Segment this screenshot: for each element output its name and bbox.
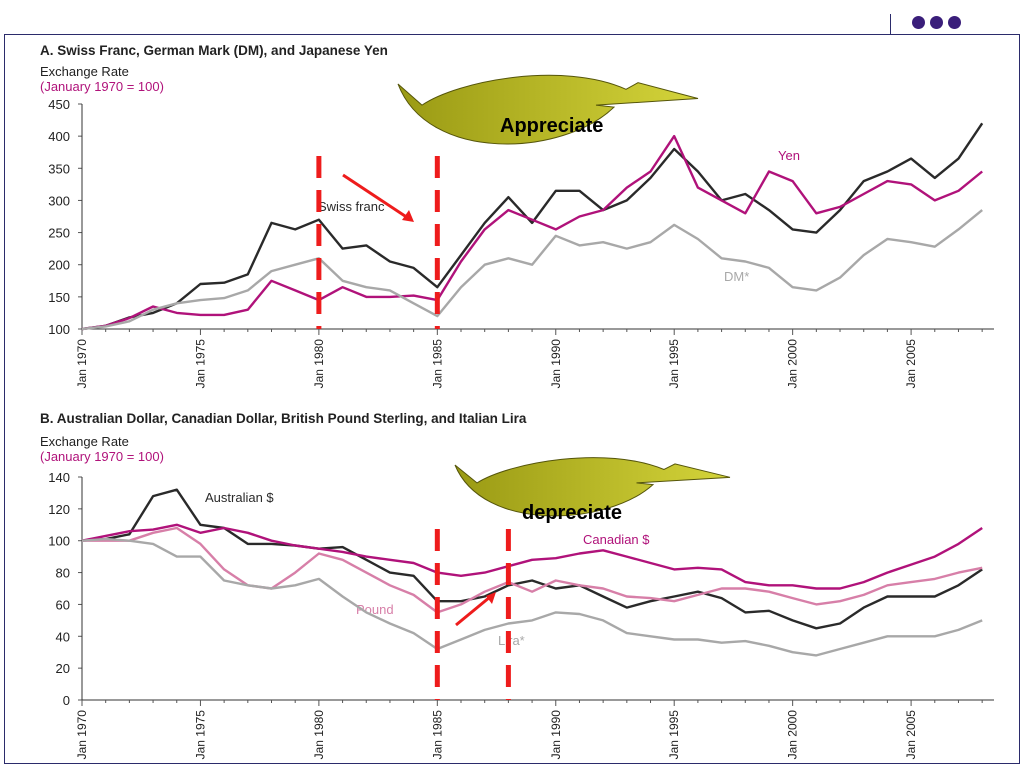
series-line bbox=[81, 209, 983, 331]
y-tick-label: 400 bbox=[48, 129, 70, 144]
panel-a-ylabel: Exchange Rate bbox=[40, 64, 129, 79]
series-line bbox=[81, 523, 983, 590]
series-label: Lira* bbox=[498, 633, 525, 648]
y-tick-label: 100 bbox=[48, 322, 70, 337]
swoosh-arrow-label: depreciate bbox=[522, 502, 622, 524]
x-tick-label: Jan 1990 bbox=[549, 710, 563, 760]
x-tick-label: Jan 1980 bbox=[312, 339, 326, 389]
x-tick-label: Jan 1975 bbox=[193, 710, 207, 760]
header-decoration bbox=[890, 12, 990, 34]
panel-a-plot: 100 150 200 250 300 350 400 450 Jan 1970 Jan 1975… bbox=[48, 74, 994, 389]
curved-arrow-icon bbox=[454, 457, 731, 517]
y-tick-label: 140 bbox=[48, 470, 70, 485]
x-tick-label: Jan 1975 bbox=[193, 339, 207, 389]
y-tick-label: 80 bbox=[56, 566, 70, 581]
series-label: DM* bbox=[724, 269, 749, 284]
series-line bbox=[81, 488, 983, 630]
series-label: Pound bbox=[356, 602, 394, 617]
series-line bbox=[81, 134, 983, 331]
y-tick-label: 150 bbox=[48, 290, 70, 305]
series-line bbox=[81, 122, 984, 331]
header-divider bbox=[890, 14, 891, 34]
y-tick-label: 40 bbox=[56, 629, 70, 644]
x-tick-label: Jan 1995 bbox=[667, 710, 681, 760]
y-tick-label: 120 bbox=[48, 502, 70, 517]
y-tick-label: 250 bbox=[48, 226, 70, 241]
y-tick-label: 100 bbox=[48, 534, 70, 549]
red-arrow bbox=[342, 173, 409, 220]
y-tick-label: 60 bbox=[56, 597, 70, 612]
y-tick-label: 20 bbox=[56, 661, 70, 676]
x-tick-label: Jan 1985 bbox=[430, 710, 444, 760]
x-tick-label: Jan 2005 bbox=[904, 710, 918, 760]
curved-arrow-icon bbox=[397, 74, 699, 145]
series-label: Yen bbox=[778, 148, 800, 163]
series-label: Canadian $ bbox=[583, 532, 650, 547]
red-arrow-head bbox=[486, 592, 496, 604]
bullet-dot-icon bbox=[948, 16, 961, 29]
x-tick-label: Jan 1980 bbox=[312, 710, 326, 760]
panel-b-title: B. Australian Dollar, Canadian Dollar, B… bbox=[40, 411, 527, 426]
y-tick-label: 450 bbox=[48, 97, 70, 112]
x-tick-label: Jan 1990 bbox=[549, 339, 563, 389]
y-tick-label: 300 bbox=[48, 193, 70, 208]
swoosh-arrow-label: Appreciate bbox=[500, 115, 603, 137]
x-tick-label: Jan 2000 bbox=[786, 710, 800, 760]
y-tick-label: 0 bbox=[63, 693, 70, 708]
series-line bbox=[81, 537, 983, 657]
x-tick-label: Jan 1970 bbox=[75, 339, 89, 389]
x-tick-label: Jan 1985 bbox=[430, 339, 444, 389]
panel-b-ylabel-note: (January 1970 = 100) bbox=[40, 449, 164, 464]
slide-frame bbox=[4, 34, 1020, 764]
panel-b-plot: 0 20 40 60 80 100 120 140 Jan 1970 Jan 1975 Jan 19… bbox=[48, 457, 994, 760]
bullet-dot-icon bbox=[930, 16, 943, 29]
series-label: Swiss franc bbox=[318, 199, 385, 214]
x-tick-label: Jan 2005 bbox=[904, 339, 918, 389]
y-tick-label: 350 bbox=[48, 161, 70, 176]
panel-a-title: A. Swiss Franc, German Mark (DM), and Ja… bbox=[40, 43, 388, 58]
panel-a-ylabel-note: (January 1970 = 100) bbox=[40, 79, 164, 94]
y-tick-label: 200 bbox=[48, 258, 70, 273]
x-tick-label: Jan 2000 bbox=[786, 339, 800, 389]
series-label: Australian $ bbox=[205, 490, 274, 505]
x-tick-label: Jan 1995 bbox=[667, 339, 681, 389]
series-line bbox=[82, 526, 983, 614]
bullet-dot-icon bbox=[912, 16, 925, 29]
red-arrow bbox=[455, 595, 491, 627]
red-arrow-head bbox=[402, 210, 414, 222]
panel-b-ylabel: Exchange Rate bbox=[40, 434, 129, 449]
x-tick-label: Jan 1970 bbox=[75, 710, 89, 760]
